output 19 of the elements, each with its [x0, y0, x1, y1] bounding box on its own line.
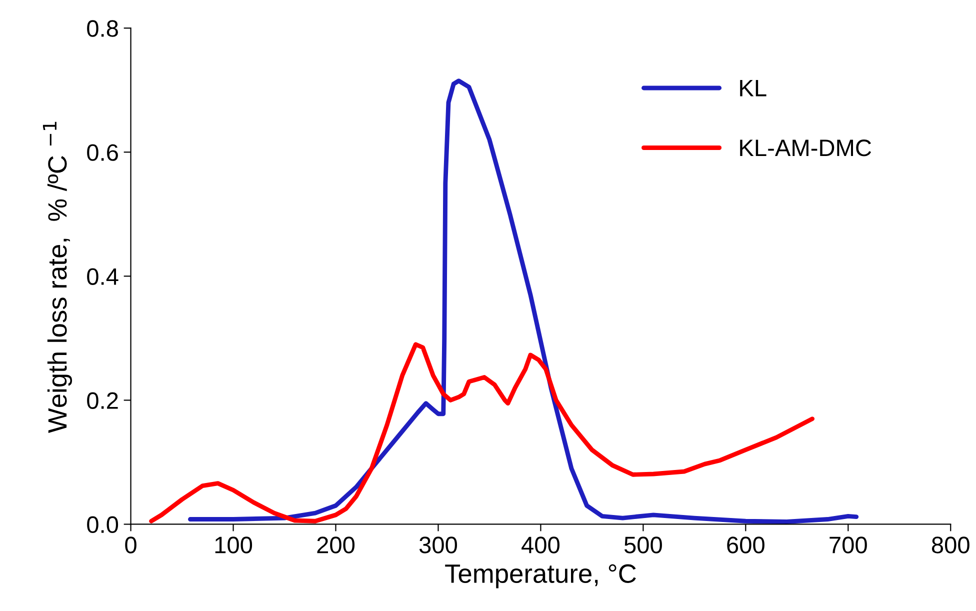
x-tick-label: 600: [727, 536, 764, 554]
x-tick-label: 700: [830, 536, 867, 554]
y-axis-title: Weigth loss rate, % /ºC $^{−1}$: [42, 122, 72, 433]
line-series: [149, 342, 814, 524]
y-tick-label: 0.8: [87, 20, 118, 37]
x-tick-label: 800: [932, 536, 970, 554]
legend-label: KL-AM-DMC: [740, 140, 872, 156]
y-tick-label: 0.0: [87, 516, 118, 534]
x-axis-title: Temperature, °C: [445, 564, 636, 588]
x-tick-label: 500: [624, 536, 662, 554]
x-tick-label: 100: [215, 536, 252, 554]
x-tick-label: 300: [419, 536, 457, 554]
y-tick-label: 0.4: [87, 268, 118, 285]
x-tick-label: 0: [125, 536, 136, 554]
y-tick-label: 0.2: [87, 392, 118, 409]
x-tick-label: 400: [522, 536, 560, 554]
y-tick-label: 0.6: [87, 144, 118, 161]
legend-label: KL: [740, 80, 766, 96]
x-tick-label: 200: [317, 536, 355, 554]
